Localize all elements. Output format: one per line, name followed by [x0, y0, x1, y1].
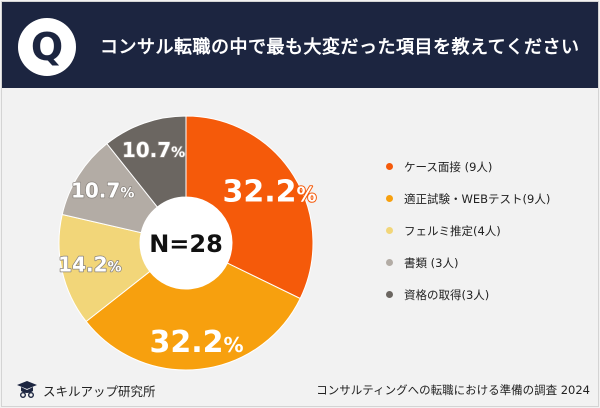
- donut-hole: [140, 197, 232, 289]
- legend-dot-icon: [386, 195, 393, 202]
- legend-item: 書類 (3人): [386, 252, 596, 273]
- question-title: コンサル転職の中で最も大変だった項目を教えてください: [100, 37, 580, 58]
- percent-sign: %: [296, 183, 316, 207]
- brand-name: スキルアップ研究所: [43, 384, 156, 399]
- slice-percent-label: 32.2%: [222, 175, 316, 210]
- percent-sign: %: [223, 333, 243, 357]
- q-badge-icon: Q: [18, 18, 76, 76]
- legend-item: 適正試験・WEBテスト(9人): [386, 188, 596, 209]
- legend-label: 書類 (3人): [404, 255, 459, 270]
- percent-sign: %: [171, 145, 185, 161]
- legend-dot-icon: [386, 227, 393, 234]
- question-header: Q コンサル転職の中で最も大変だった項目を教えてください: [2, 2, 598, 88]
- survey-source: コンサルティングへの転職における準備の調査 2024: [316, 383, 590, 397]
- legend-label: 適正試験・WEBテスト(9人): [404, 191, 551, 206]
- sample-size-label: N=28: [149, 230, 223, 258]
- legend-item: ケース面接 (9人): [386, 156, 596, 177]
- graduation-cap-logo-icon: [17, 381, 37, 398]
- legend-item: 資格の取得(3人): [386, 284, 596, 305]
- chart-legend: ケース面接 (9人) 適正試験・WEBテスト(9人) フェルミ推定(4人) 書類 (3…: [386, 156, 596, 316]
- legend-dot-icon: [386, 259, 393, 266]
- legend-dot-icon: [386, 291, 393, 298]
- legend-label: フェルミ推定(4人): [404, 223, 501, 238]
- percent-sign: %: [108, 259, 122, 275]
- legend-label: ケース面接 (9人): [404, 159, 493, 174]
- q-letter: Q: [31, 25, 63, 69]
- legend-item: フェルミ推定(4人): [386, 220, 596, 241]
- slice-percent-label: 32.2%: [149, 325, 243, 360]
- legend-dot-icon: [386, 163, 393, 170]
- percent-sign: %: [120, 185, 134, 201]
- legend-label: 資格の取得(3人): [404, 287, 490, 302]
